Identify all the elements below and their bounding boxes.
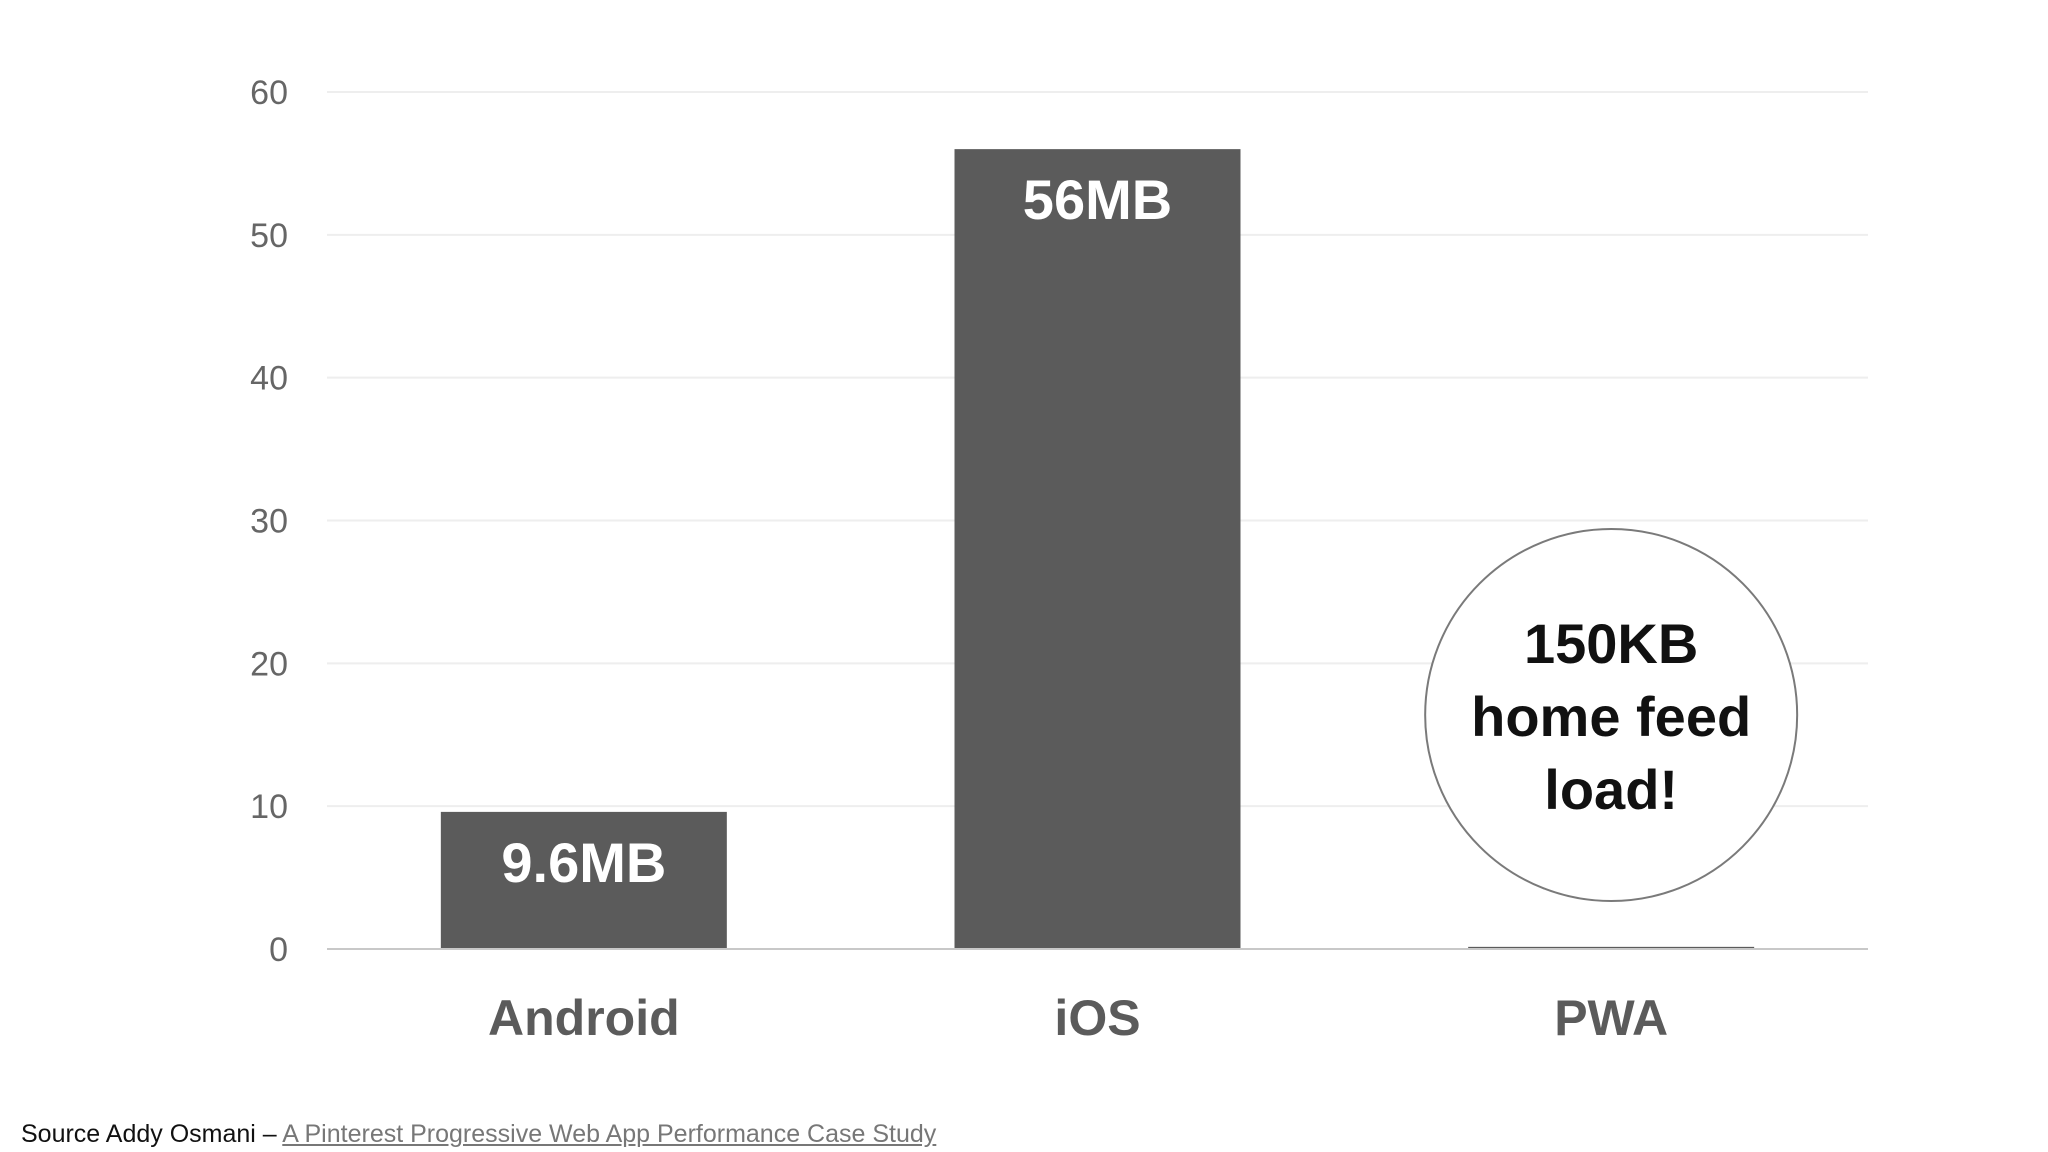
bar-pwa — [1468, 946, 1755, 949]
callout-line-emphasis: load! — [1544, 758, 1678, 821]
y-tick-label: 10 — [250, 788, 288, 826]
category-label: PWA — [1554, 990, 1668, 1046]
y-tick-label: 20 — [250, 645, 288, 683]
category-label: iOS — [1054, 990, 1140, 1046]
category-label: Android — [488, 990, 680, 1046]
y-tick-label: 50 — [250, 217, 288, 255]
y-tick-label: 40 — [250, 360, 288, 398]
callout-circle — [1424, 528, 1799, 902]
bar-value-label: 56MB — [1023, 168, 1172, 231]
bars — [440, 149, 1755, 950]
callout-line-size: 150KB — [1524, 612, 1698, 675]
y-tick-label: 30 — [250, 503, 288, 541]
y-axis-ticks: 0 10 20 30 40 50 60 — [250, 74, 288, 969]
y-tick-label: 0 — [269, 931, 288, 969]
callout-line-description: home feed — [1471, 685, 1751, 748]
bar-ios — [954, 149, 1241, 950]
source-prefix: Source Addy Osmani – — [21, 1120, 283, 1148]
bar-data-labels: 9.6MB 56MB — [501, 168, 1172, 894]
bar-value-label: 9.6MB — [501, 831, 666, 894]
bar-android — [440, 811, 727, 949]
source-link[interactable]: A Pinterest Progressive Web App Performa… — [282, 1120, 937, 1148]
y-tick-label: 60 — [250, 74, 288, 112]
pwa-callout: 150KB home feed load! — [1424, 528, 1799, 902]
x-axis-categories: Android iOS PWA — [488, 990, 1668, 1046]
source-citation: Source Addy Osmani – A Pinterest Progres… — [21, 1120, 936, 1149]
